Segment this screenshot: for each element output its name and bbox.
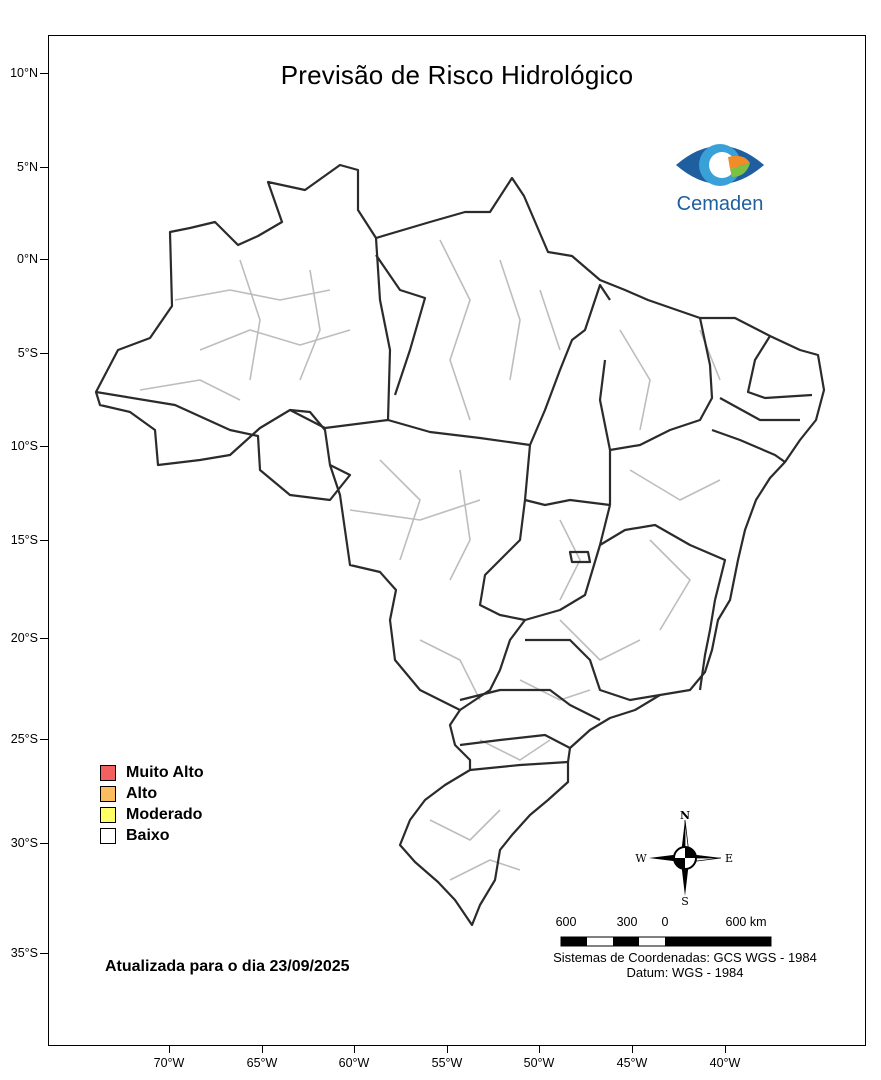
brazil-outline [94,163,826,927]
lat-tick [40,540,48,542]
lat-tick [40,843,48,845]
lat-tick [40,259,48,261]
legend-swatch [100,827,116,844]
lon-tick [169,1046,171,1053]
state-border [528,283,611,446]
state-border [568,550,592,564]
legend-item-moderado: Moderado [100,804,204,825]
lat-tick [40,953,48,955]
legend-swatch [100,785,116,802]
state-border [719,397,800,422]
legend-label: Baixo [126,826,170,844]
state-border [609,317,714,452]
state-border [95,390,352,502]
scale-bar: 600 300 0 600 km [548,913,788,953]
state-border [746,335,813,400]
state-border [478,444,532,622]
state-border [698,599,717,691]
map-title: Previsão de Risco Hidrológico [280,60,634,90]
lon-label: 45°W [616,1056,648,1070]
lat-label: 10°S [10,439,38,453]
scale-bar-graphic [560,936,772,947]
lat-label: 5°N [17,160,38,174]
state-border [375,254,427,396]
legend-swatch [100,806,116,823]
coordinate-system: Sistemas de Coordenadas: GCS WGS - 1984 … [500,950,870,980]
lon-tick [725,1046,727,1053]
state-border [459,733,571,749]
legend-item-alto: Alto [100,783,204,804]
map-frame [48,35,866,1046]
state-border [459,619,526,711]
state-border [711,428,786,463]
scale-label: 300 [616,915,638,929]
cemaden-eye-icon [676,144,764,186]
lat-label: 0°N [17,252,38,266]
state-border [289,409,531,447]
updated-date: Atualizada para o dia 23/09/2025 [105,958,350,975]
state-border [525,638,661,702]
compass-s: S [681,895,689,908]
lat-label: 10°N [10,66,38,80]
lat-tick [40,353,48,355]
lat-label: 25°S [10,732,38,746]
legend-label: Alto [126,784,158,802]
state-border [469,760,569,772]
compass-rose-icon: N S W E [635,809,733,908]
lat-tick [40,446,48,448]
legend-label: Moderado [126,805,203,823]
lon-label: 60°W [338,1056,370,1070]
legend-swatch [100,764,116,781]
logo-text: Cemaden [676,193,764,215]
crs-line-2: Datum: WGS - 1984 [626,965,744,980]
state-border [524,498,611,507]
compass-e: E [725,852,733,865]
lat-label: 20°S [10,631,38,645]
state-border [524,504,612,622]
lat-label: 35°S [10,946,38,960]
legend-label: Muito Alto [126,763,204,781]
legend-item-baixo: Baixo [100,825,204,846]
state-border [459,688,601,721]
compass-w: W [635,852,647,865]
legend-item-muito-alto: Muito Alto [100,762,204,783]
state-border [599,523,727,601]
lat-label: 30°S [10,836,38,850]
lon-tick [447,1046,449,1053]
compass-n: N [680,809,690,822]
state-border [598,359,612,505]
lat-tick [40,73,48,75]
scale-label: 600 [555,915,577,929]
lon-label: 40°W [709,1056,741,1070]
lon-tick [539,1046,541,1053]
lon-tick [262,1046,264,1053]
lat-label: 15°S [10,533,38,547]
municipal-region-lines [139,239,721,881]
lon-label: 70°W [153,1056,185,1070]
scale-label: 0 [661,915,669,929]
lon-tick [632,1046,634,1053]
lat-tick [40,638,48,640]
lon-label: 50°W [523,1056,555,1070]
lat-tick [40,739,48,741]
lon-label: 55°W [431,1056,463,1070]
scale-label: 600 km [725,915,767,929]
logo: Cemaden [660,133,780,223]
lon-label: 65°W [246,1056,278,1070]
lon-tick [354,1046,356,1053]
crs-line-1: Sistemas de Coordenadas: GCS WGS - 1984 [553,950,817,965]
lat-tick [40,167,48,169]
legend: Muito Alto Alto Moderado Baixo [100,762,204,846]
state-border [374,237,392,421]
lat-label: 5°S [17,346,38,360]
